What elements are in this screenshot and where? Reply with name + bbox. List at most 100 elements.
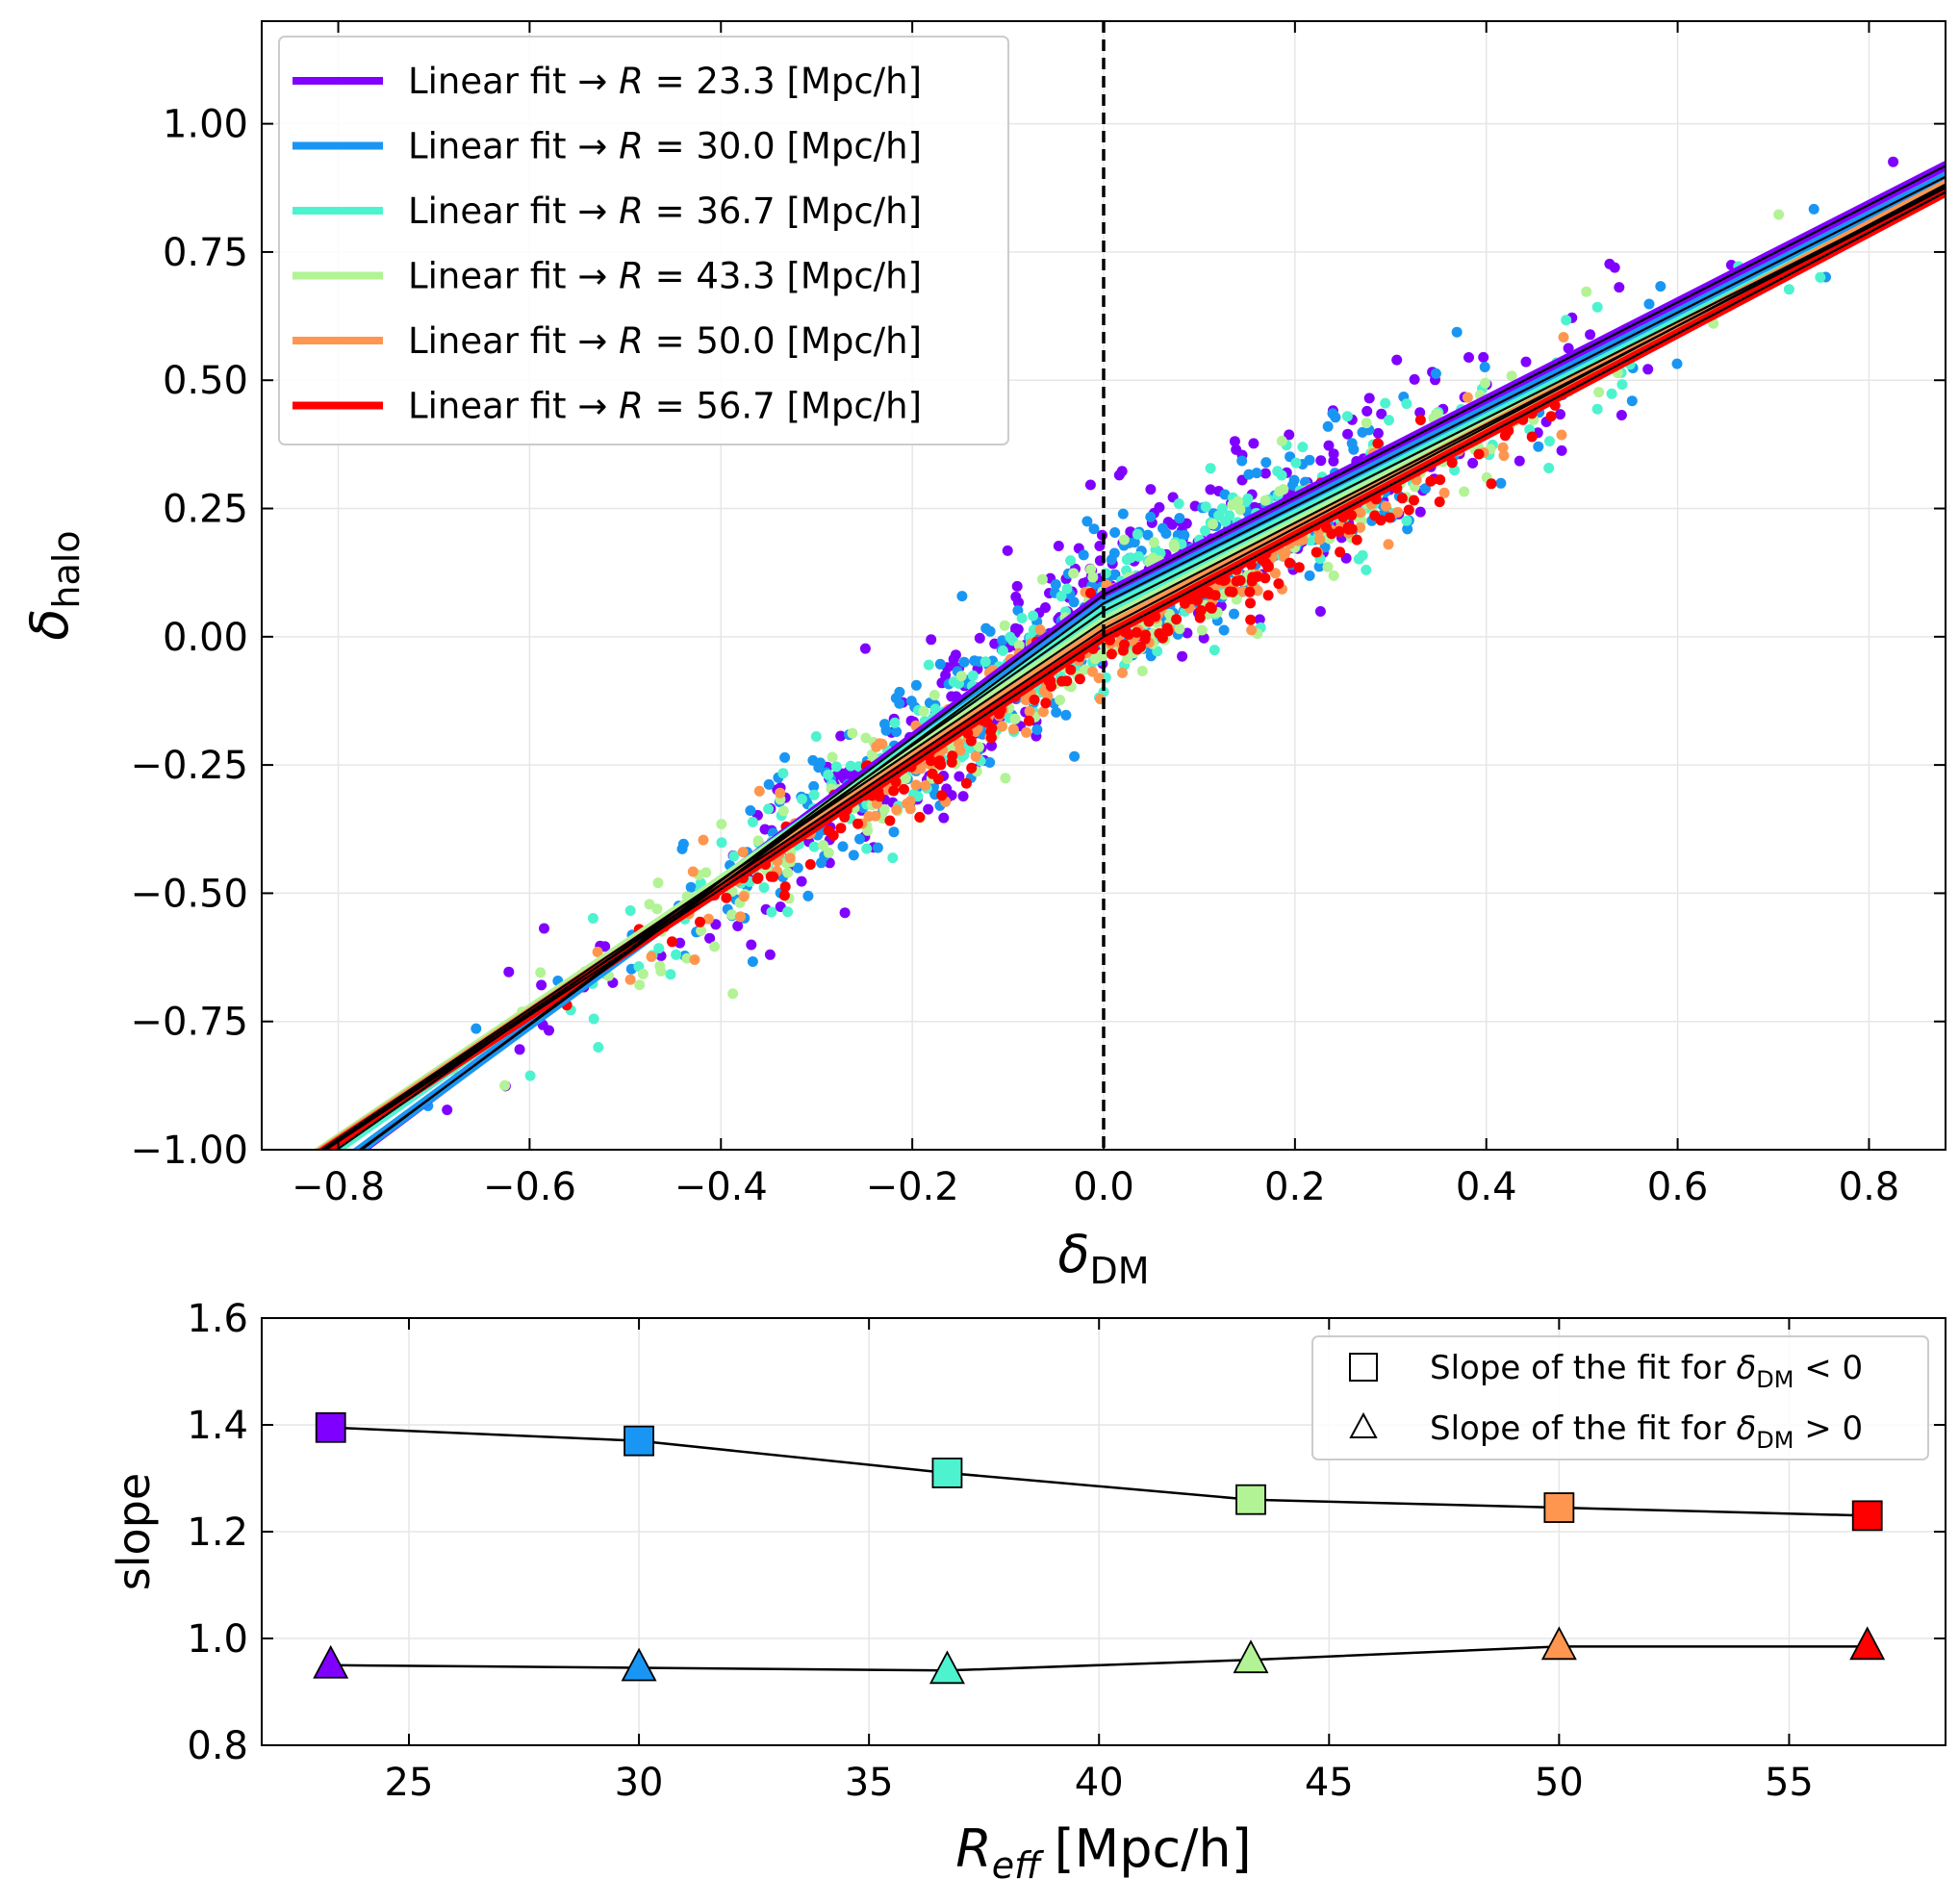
top-legend-R: R (619, 386, 644, 427)
scatter-point (763, 803, 775, 815)
top-legend-units: [Mpc/h] (786, 256, 922, 297)
scatter-point (1425, 475, 1437, 487)
scatter-point (810, 731, 822, 742)
scatter-point (727, 988, 739, 1000)
bottom-legend-box (1311, 1335, 1929, 1460)
top-x-axis-label-symbol: δ (1057, 1224, 1089, 1284)
scatter-point (782, 867, 794, 878)
scatter-point (1357, 426, 1368, 438)
scatter-point (827, 829, 839, 841)
top-x-tick-label: 0.4 (1456, 1165, 1517, 1209)
scatter-point (980, 622, 992, 634)
scatter-point (910, 779, 922, 791)
scatter-point (1036, 573, 1048, 585)
scatter-point (839, 907, 851, 919)
scatter-point (999, 620, 1010, 631)
scatter-point (1609, 262, 1620, 273)
scatter-point (588, 1013, 599, 1025)
scatter-point (854, 833, 865, 845)
scatter-point (1177, 650, 1188, 662)
scatter-point (634, 979, 646, 991)
scatter-point (536, 979, 547, 991)
scatter-point (1109, 527, 1121, 538)
scatter-point (1363, 393, 1375, 404)
scatter-point (1037, 706, 1049, 718)
scatter-point (878, 803, 890, 815)
top-y-axis-label: δhalo (19, 530, 88, 640)
top-legend-label-2: Linear fit → R = 36.7 [Mpc/h] (408, 190, 922, 232)
top-legend-arrow: → (577, 386, 619, 427)
top-legend-units: [Mpc/h] (786, 126, 922, 167)
scatter-point (1414, 415, 1426, 425)
scatter-point (1040, 602, 1051, 613)
bottom-legend-square-icon (1349, 1353, 1378, 1382)
scatter-point (1198, 632, 1209, 644)
top-legend-eq: = 30.0 (644, 126, 787, 167)
scatter-point (932, 774, 944, 785)
scatter-point (1084, 479, 1096, 491)
scatter-point (936, 790, 948, 801)
scatter-point (1194, 612, 1206, 623)
top-legend-eq: = 50.0 (644, 320, 787, 362)
top-legend-units: [Mpc/h] (786, 61, 922, 102)
scatter-point (1533, 441, 1544, 452)
scatter-point (702, 913, 714, 925)
scatter-point (915, 763, 927, 774)
scatter-point (1029, 694, 1040, 705)
scatter-point (1473, 448, 1485, 460)
scatter-point (1274, 486, 1285, 497)
scatter-point (1314, 534, 1326, 546)
scatter-point (996, 721, 1007, 732)
scatter-point (1335, 546, 1346, 558)
slope-marker-triangle (1849, 1626, 1886, 1661)
scatter-point (1284, 557, 1295, 569)
scatter-point (747, 816, 758, 827)
scatter-point (751, 873, 763, 884)
scatter-point (710, 919, 722, 930)
scatter-point (1220, 516, 1232, 527)
bottom-legend-cond: > 0 (1794, 1409, 1863, 1448)
scatter-point (1016, 613, 1028, 623)
scatter-point (1361, 405, 1373, 417)
scatter-point (938, 812, 950, 824)
scatter-point (1402, 523, 1413, 535)
scatter-point (503, 966, 515, 977)
scatter-point (651, 903, 663, 915)
scatter-point (1376, 408, 1387, 419)
bottom-x-tick-label: 45 (1305, 1761, 1354, 1805)
bottom-x-axis-label-sub: eff (992, 1844, 1044, 1887)
scatter-point (1616, 410, 1627, 420)
scatter-point (792, 862, 803, 874)
scatter-point (1243, 469, 1255, 480)
scatter-point (889, 717, 901, 728)
scatter-point (1409, 373, 1420, 385)
scatter-point (970, 750, 981, 762)
bottom-y-tick-label: 1.4 (187, 1404, 248, 1448)
bottom-legend-cond: < 0 (1794, 1349, 1863, 1387)
scatter-point (1081, 516, 1093, 527)
scatter-point (775, 787, 786, 799)
scatter-point (1260, 457, 1272, 469)
scatter-point (721, 892, 732, 903)
scatter-point (1174, 623, 1185, 635)
scatter-point (1526, 431, 1538, 443)
scatter-point (1209, 590, 1221, 601)
scatter-point (716, 837, 727, 849)
slope-line-0 (330, 1426, 1868, 1517)
slope-marker-triangle (929, 1650, 965, 1685)
scatter-point (1401, 398, 1412, 410)
scatter-point (1409, 495, 1419, 506)
scatter-point (1078, 549, 1089, 561)
scatter-point (1179, 529, 1190, 541)
scatter-point (797, 794, 807, 805)
bottom-y-tick-label: 0.8 (187, 1724, 248, 1768)
scatter-point (587, 913, 598, 924)
scatter-point (1247, 571, 1259, 583)
scatter-point (1544, 436, 1555, 447)
top-legend-R: R (619, 61, 644, 102)
top-legend-units: [Mpc/h] (786, 386, 922, 427)
scatter-point (1563, 343, 1574, 354)
scatter-point (1174, 513, 1185, 524)
bottom-legend-label-0: Slope of the fit for δDM < 0 (1430, 1349, 1863, 1393)
scatter-point (1322, 561, 1334, 572)
